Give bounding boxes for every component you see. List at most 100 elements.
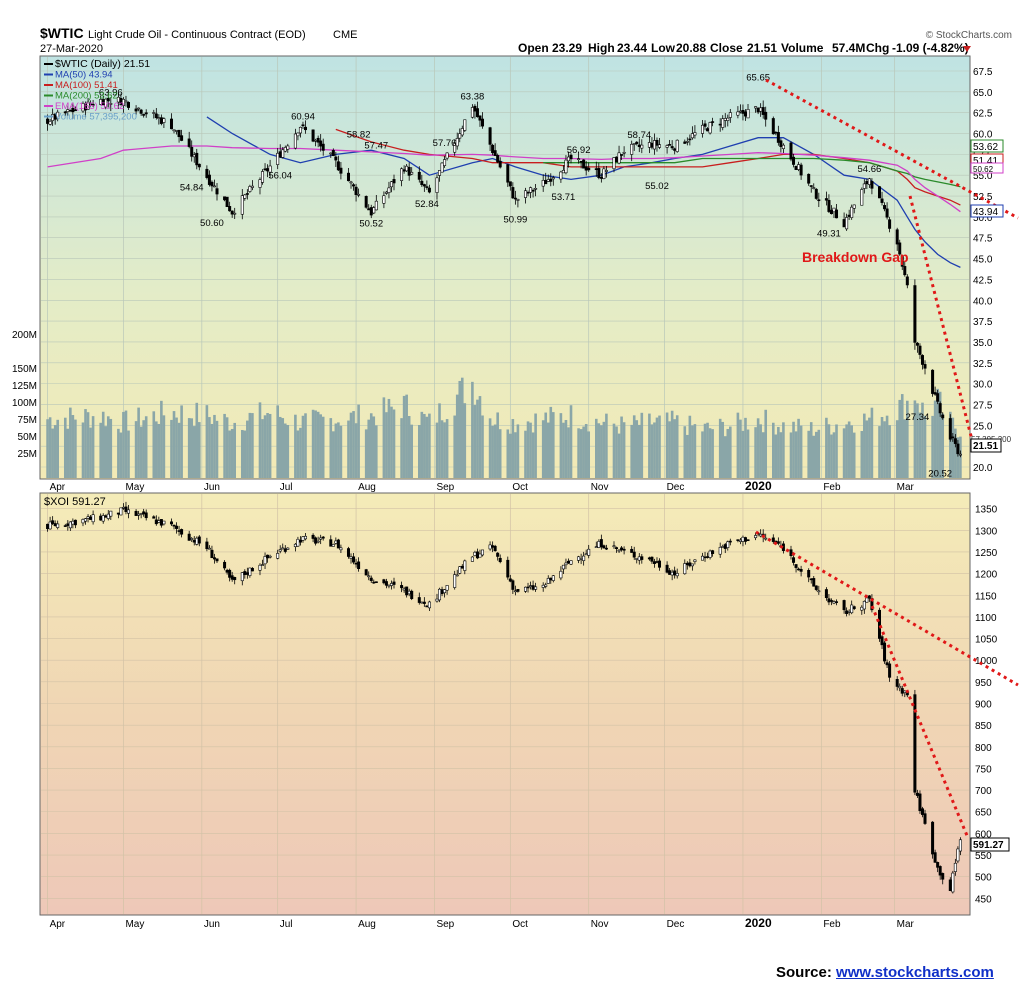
wtic-candle	[900, 255, 904, 267]
xoi-candle	[827, 598, 831, 603]
xoi-candle	[319, 537, 323, 540]
xoi-candle	[658, 560, 662, 568]
volume-bar	[86, 412, 90, 478]
wtic-candle	[612, 157, 616, 170]
wtic-candle	[187, 138, 191, 147]
xoi-candle	[941, 873, 945, 880]
volume-bar	[248, 412, 252, 478]
xoi-y-tick: 1050	[975, 635, 998, 646]
wtic-candle	[675, 139, 679, 152]
xoi-candle	[172, 524, 176, 527]
wtic-candle	[248, 186, 252, 192]
wtic-candle	[296, 132, 300, 137]
xoi-candle	[690, 563, 694, 567]
xoi-candle	[931, 821, 935, 855]
xoi-candle	[789, 549, 793, 556]
volume-bar	[794, 431, 798, 478]
wtic-candle	[741, 110, 745, 114]
xoi-candle	[116, 512, 120, 515]
xoi-y-tick: 500	[975, 873, 992, 884]
xoi-candle	[190, 538, 194, 540]
volume-bar	[251, 413, 254, 478]
xoi-candle	[703, 556, 707, 559]
volume-bar	[701, 431, 704, 478]
wtic-candle	[824, 198, 828, 201]
volume-bar	[263, 415, 267, 478]
xoi-candle	[718, 546, 722, 555]
wtic-candle	[458, 133, 462, 139]
xoi-candle	[493, 545, 497, 552]
xoi-candle	[119, 507, 123, 516]
volume-bar	[797, 418, 800, 478]
xoi-candle	[559, 570, 563, 579]
wtic-y-tick: 37.5	[973, 317, 993, 328]
volume-bar	[435, 422, 439, 478]
wtic-candle	[703, 123, 707, 127]
wtic-candle	[632, 143, 636, 145]
peak-label: 50.99	[503, 215, 527, 226]
xoi-candle	[225, 569, 229, 573]
volume-bar	[364, 429, 368, 478]
volume-bar	[637, 424, 641, 478]
wtic-candle	[339, 167, 343, 174]
wtic-candle	[587, 167, 591, 171]
xoi-y-tick: 650	[975, 808, 992, 819]
xoi-candle	[139, 513, 143, 515]
volume-bar	[703, 423, 707, 478]
xoi-candle	[829, 600, 833, 602]
xoi-candle	[951, 872, 955, 893]
xoi-candle	[622, 548, 626, 551]
volume-bar	[443, 422, 446, 478]
volume-bar	[706, 422, 709, 478]
volume-bar	[195, 402, 199, 478]
wtic-candle	[293, 133, 297, 149]
peak-label: 58.82	[347, 129, 371, 140]
source-note: Source: www.stockcharts.com	[776, 964, 994, 981]
wtic-candle	[422, 184, 426, 187]
volume-bar	[761, 432, 765, 478]
xoi-candle	[569, 560, 573, 565]
volume-bar	[612, 423, 616, 478]
volume-bar	[471, 381, 474, 478]
wtic-candle	[771, 118, 775, 135]
xoi-candle	[895, 679, 899, 687]
xoi-x-label: Sep	[436, 919, 454, 930]
volume-bar	[349, 412, 353, 478]
wtic-candle	[759, 107, 763, 112]
xoi-candle	[420, 601, 424, 604]
low-label: Low	[651, 41, 676, 55]
wtic-candle	[369, 207, 373, 216]
wtic-candle	[301, 124, 305, 127]
wtic-candle	[920, 355, 924, 365]
wtic-candle	[792, 156, 796, 165]
wtic-candle	[498, 160, 502, 168]
xoi-candle	[587, 548, 591, 556]
wtic-candle	[177, 129, 181, 138]
wtic-candle	[124, 100, 128, 103]
xoi-candle	[298, 539, 302, 543]
volume-bar	[261, 419, 264, 478]
volume-bar	[119, 432, 123, 478]
xoi-candle	[314, 537, 318, 544]
wtic-candle	[647, 142, 651, 148]
wtic-candle	[673, 148, 677, 151]
peak-label: 63.38	[461, 91, 485, 102]
volume-bar	[144, 416, 148, 478]
source-link[interactable]: www.stockcharts.com	[836, 964, 994, 981]
wtic-candle	[599, 176, 603, 179]
wtic-candle	[127, 102, 131, 108]
wtic-candle	[207, 174, 211, 185]
xoi-candle	[577, 556, 581, 561]
volume-bar	[84, 409, 87, 478]
wtic-candle	[746, 109, 750, 119]
xoi-candle	[551, 575, 555, 581]
volume-bar	[319, 414, 322, 478]
volume-bar	[137, 407, 140, 478]
wtic-y-tick: 40.0	[973, 296, 993, 307]
volume-bar	[192, 426, 196, 478]
volume-bar	[329, 418, 333, 478]
wtic-candle	[883, 205, 887, 210]
volume-bar	[321, 416, 325, 478]
xoi-candle	[743, 537, 747, 542]
